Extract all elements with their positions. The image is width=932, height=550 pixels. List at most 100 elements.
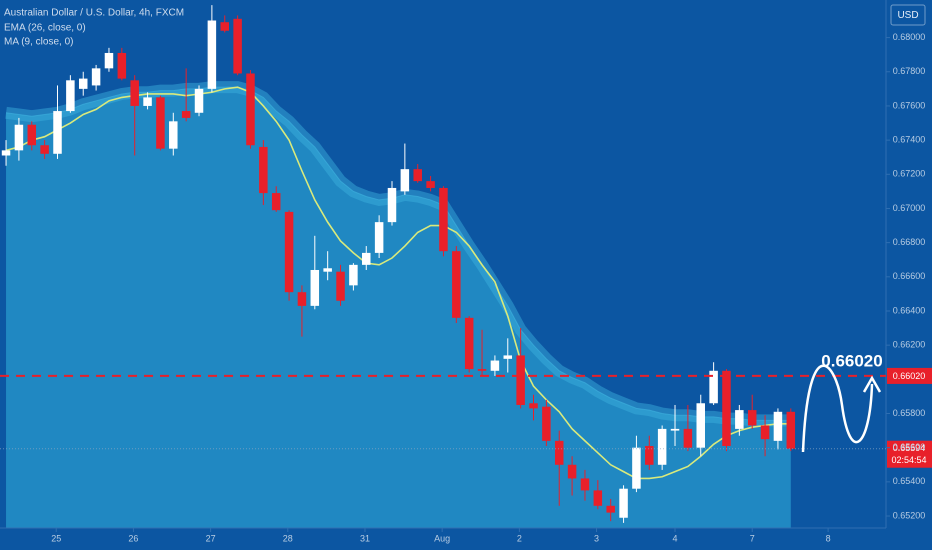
- candle-body: [143, 97, 152, 106]
- y-tick-label: 0.67400: [893, 134, 926, 144]
- x-tick-label: 28: [283, 533, 293, 543]
- y-tick-label: 0.65200: [893, 510, 926, 520]
- candle-body: [426, 181, 435, 188]
- candle-body: [464, 317, 474, 370]
- candle-body: [323, 268, 332, 272]
- candle-body: [619, 488, 628, 518]
- y-tick-label: 0.67200: [893, 169, 926, 179]
- countdown: 02:54:54: [891, 455, 926, 465]
- x-tick-label: Aug: [434, 533, 450, 543]
- candle-body: [516, 355, 525, 405]
- candle-body: [104, 52, 114, 69]
- candle-body: [477, 369, 487, 371]
- candle-body: [632, 447, 641, 489]
- level-label: 0.66020: [893, 371, 926, 381]
- y-tick-label: 0.67800: [893, 66, 926, 76]
- candle-body: [181, 111, 191, 118]
- x-tick-label: 25: [51, 533, 61, 543]
- candle-body: [362, 252, 371, 265]
- currency-box: [890, 4, 926, 26]
- candle-body: [439, 187, 448, 252]
- candle-body: [657, 428, 667, 465]
- candle-body: [310, 269, 320, 306]
- candle-body: [91, 68, 101, 86]
- candle-body: [400, 169, 410, 192]
- x-tick-label: 27: [206, 533, 216, 543]
- arrow-head: [862, 375, 882, 393]
- candle-body: [542, 406, 551, 441]
- annotation: 0.66020: [821, 351, 882, 370]
- indicator-area: [6, 87, 791, 528]
- plot-area: [1, 5, 796, 528]
- y-tick-label: 0.65400: [893, 476, 926, 486]
- y-tick-label: 0.66400: [893, 305, 926, 315]
- candle-body: [40, 145, 49, 154]
- candle-body: [606, 505, 615, 513]
- candle-body: [207, 20, 217, 89]
- candle-body: [349, 264, 358, 286]
- candle-body: [387, 187, 397, 223]
- candle-body: [1, 150, 11, 156]
- last-price-box: [887, 440, 932, 468]
- candle-body: [529, 403, 538, 409]
- candle-body: [670, 428, 680, 431]
- candle-body: [14, 124, 24, 151]
- x-tick-label: 8: [826, 533, 831, 543]
- candle-body: [709, 370, 718, 404]
- candle-body: [413, 169, 422, 182]
- candle-body: [259, 146, 268, 194]
- candle-body: [117, 52, 127, 79]
- y-tick-label: 0.67600: [893, 100, 926, 110]
- candle-body: [27, 124, 37, 146]
- candle-body: [246, 73, 255, 146]
- candle-body: [773, 411, 783, 441]
- candle-body: [220, 22, 229, 31]
- candle-body: [130, 80, 139, 106]
- candle-body: [735, 410, 744, 429]
- candle-body: [593, 490, 603, 506]
- legend-entry: EMA (26, close, 0): [4, 23, 86, 34]
- candle-body: [271, 193, 281, 211]
- candle-body: [580, 478, 590, 491]
- level-label-box: [887, 367, 932, 384]
- x-tick-label: 4: [673, 533, 678, 543]
- candle-body: [66, 80, 75, 112]
- candle-body: [567, 464, 577, 479]
- candle-body: [156, 97, 165, 149]
- x-tick-label: 26: [128, 533, 138, 543]
- last-price-label: 0.65594: [893, 443, 926, 453]
- x-tick-label: 3: [594, 533, 599, 543]
- candle-body: [78, 78, 88, 89]
- y-tick-label: 0.66200: [893, 340, 926, 350]
- y-tick-label: 0.66600: [893, 271, 926, 281]
- y-tick-label: 0.68000: [893, 32, 926, 42]
- candle-body: [194, 88, 204, 113]
- y-tick-label: 0.67000: [893, 203, 926, 213]
- currency: USD: [897, 10, 918, 21]
- candle-body: [722, 370, 731, 446]
- y-tick-label: 0.66800: [893, 237, 926, 247]
- candle-body: [747, 410, 757, 426]
- x-tick-label: 7: [750, 533, 755, 543]
- chart-title: Australian Dollar / U.S. Dollar, 4h, FXC…: [4, 8, 184, 19]
- candle-body: [169, 121, 178, 149]
- candle-body: [452, 251, 461, 318]
- candle-body: [490, 360, 500, 371]
- x-tick-label: 31: [360, 533, 370, 543]
- candle-body: [503, 355, 513, 359]
- candle-body: [233, 18, 242, 74]
- candle-body: [645, 445, 654, 465]
- candle-body: [554, 440, 564, 465]
- legend-entry: MA (9, close, 0): [4, 37, 73, 48]
- forecast-arrow: [801, 364, 874, 453]
- overlay: 0.66020 0.65594 02:54:54: [0, 367, 932, 468]
- candle-body: [53, 111, 62, 154]
- candle-body: [336, 271, 345, 301]
- candle-body: [786, 411, 796, 449]
- y-tick-label: 0.65600: [893, 442, 926, 452]
- candle-body: [374, 222, 384, 253]
- x-tick-label: 2: [517, 533, 522, 543]
- candle-body: [760, 425, 770, 440]
- candle-body: [284, 211, 294, 293]
